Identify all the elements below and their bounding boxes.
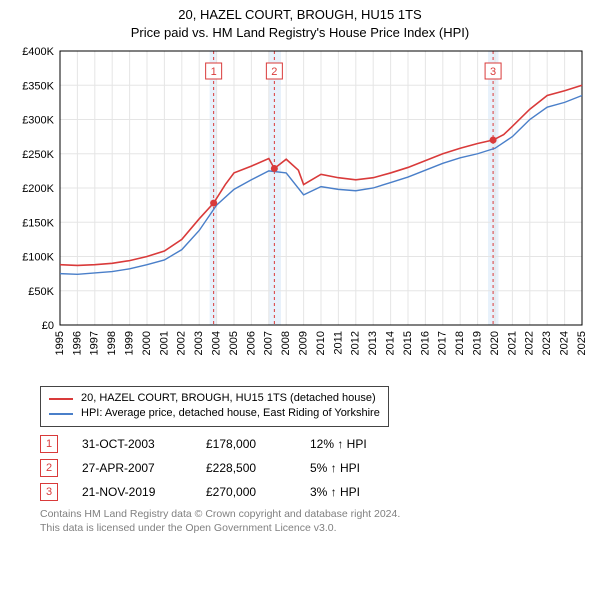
event-price: £178,000 — [206, 437, 286, 451]
svg-text:£250K: £250K — [22, 149, 54, 161]
event-price: £270,000 — [206, 485, 286, 499]
svg-text:2022: 2022 — [524, 331, 536, 355]
event-row: 2 27-APR-2007 £228,500 5% ↑ HPI — [40, 459, 588, 477]
svg-text:2004: 2004 — [211, 331, 223, 355]
svg-text:2012: 2012 — [350, 331, 362, 355]
svg-text:£200K: £200K — [22, 183, 54, 195]
svg-text:2021: 2021 — [506, 331, 518, 355]
svg-text:1996: 1996 — [71, 331, 83, 355]
svg-text:2010: 2010 — [315, 331, 327, 355]
event-price: £228,500 — [206, 461, 286, 475]
svg-text:2: 2 — [271, 66, 277, 78]
svg-text:£100K: £100K — [22, 252, 54, 264]
event-row: 1 31-OCT-2003 £178,000 12% ↑ HPI — [40, 435, 588, 453]
events-table: 1 31-OCT-2003 £178,000 12% ↑ HPI 2 27-APR-200… — [40, 435, 588, 501]
svg-text:2000: 2000 — [141, 331, 153, 355]
event-date: 27-APR-2007 — [82, 461, 182, 475]
footer-attribution: Contains HM Land Registry data © Crown c… — [40, 507, 588, 535]
svg-text:1997: 1997 — [89, 331, 101, 355]
title-line1: 20, HAZEL COURT, BROUGH, HU15 1TS — [0, 6, 600, 24]
svg-text:2025: 2025 — [576, 331, 588, 355]
event-delta: 12% ↑ HPI — [310, 437, 400, 451]
svg-text:2016: 2016 — [419, 331, 431, 355]
legend-row-hpi: HPI: Average price, detached house, East… — [49, 406, 380, 421]
event-row: 3 21-NOV-2019 £270,000 3% ↑ HPI — [40, 483, 588, 501]
svg-text:2002: 2002 — [176, 331, 188, 355]
svg-text:2007: 2007 — [263, 331, 275, 355]
svg-text:1: 1 — [211, 66, 217, 78]
svg-text:2017: 2017 — [437, 331, 449, 355]
legend: 20, HAZEL COURT, BROUGH, HU15 1TS (detac… — [40, 386, 389, 427]
event-date: 31-OCT-2003 — [82, 437, 182, 451]
svg-text:2014: 2014 — [385, 331, 397, 355]
footer-line2: This data is licensed under the Open Gov… — [40, 521, 588, 535]
svg-text:2006: 2006 — [245, 331, 257, 355]
event-marker: 2 — [40, 459, 58, 477]
svg-text:£150K: £150K — [22, 217, 54, 229]
legend-swatch-property — [49, 398, 73, 400]
svg-text:1995: 1995 — [54, 331, 66, 355]
svg-text:2008: 2008 — [280, 331, 292, 355]
svg-text:2018: 2018 — [454, 331, 466, 355]
footer-line1: Contains HM Land Registry data © Crown c… — [40, 507, 588, 521]
svg-text:£300K: £300K — [22, 115, 54, 127]
svg-text:1999: 1999 — [124, 331, 136, 355]
event-marker: 3 — [40, 483, 58, 501]
svg-text:2024: 2024 — [559, 331, 571, 355]
svg-text:2011: 2011 — [332, 331, 344, 355]
chart-title-block: 20, HAZEL COURT, BROUGH, HU15 1TS Price … — [0, 0, 600, 41]
title-line2: Price paid vs. HM Land Registry's House … — [0, 24, 600, 42]
svg-text:2015: 2015 — [402, 331, 414, 355]
svg-text:£350K: £350K — [22, 80, 54, 92]
chart-svg: £0 £50K £100K £150K £200K £250K £300K £350K £400… — [12, 45, 588, 375]
svg-text:2001: 2001 — [158, 331, 170, 355]
event-date: 21-NOV-2019 — [82, 485, 182, 499]
legend-label-property: 20, HAZEL COURT, BROUGH, HU15 1TS (detac… — [81, 391, 376, 406]
svg-text:£50K: £50K — [28, 286, 54, 298]
event-delta: 3% ↑ HPI — [310, 485, 400, 499]
legend-swatch-hpi — [49, 413, 73, 415]
svg-text:£0: £0 — [42, 320, 54, 332]
svg-text:3: 3 — [490, 66, 496, 78]
svg-text:2005: 2005 — [228, 331, 240, 355]
price-chart: £0 £50K £100K £150K £200K £250K £300K £350K £400… — [12, 45, 588, 380]
svg-text:1998: 1998 — [106, 331, 118, 355]
event-delta: 5% ↑ HPI — [310, 461, 400, 475]
svg-text:2013: 2013 — [367, 331, 379, 355]
svg-text:2019: 2019 — [472, 331, 484, 355]
event-marker: 1 — [40, 435, 58, 453]
svg-text:2023: 2023 — [541, 331, 553, 355]
legend-label-hpi: HPI: Average price, detached house, East… — [81, 406, 380, 421]
svg-text:£400K: £400K — [22, 46, 54, 58]
svg-text:2009: 2009 — [298, 331, 310, 355]
legend-row-property: 20, HAZEL COURT, BROUGH, HU15 1TS (detac… — [49, 391, 380, 406]
svg-text:2020: 2020 — [489, 331, 501, 355]
svg-text:2003: 2003 — [193, 331, 205, 355]
